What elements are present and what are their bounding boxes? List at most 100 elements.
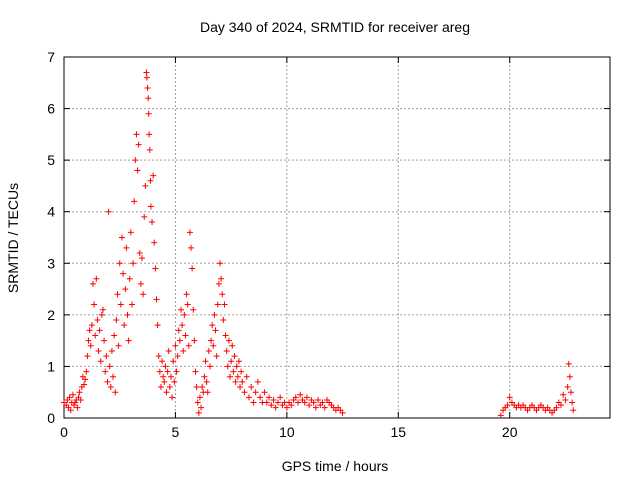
- data-point: [76, 389, 83, 396]
- data-point: [221, 301, 228, 308]
- data-point: [319, 399, 326, 406]
- data-point: [199, 384, 206, 391]
- data-point: [178, 306, 184, 313]
- data-point: [245, 394, 252, 401]
- data-point: [310, 399, 317, 406]
- data-point: [165, 347, 172, 354]
- data-point: [562, 396, 569, 403]
- data-point: [107, 384, 114, 391]
- data-point: [560, 391, 567, 398]
- data-point: [237, 384, 244, 391]
- data-point: [112, 389, 119, 396]
- data-point: [557, 402, 564, 409]
- data-point: [67, 407, 74, 414]
- data-point: [189, 265, 196, 272]
- data-point: [97, 358, 104, 365]
- plot-frame: [63, 56, 611, 419]
- data-point: [100, 306, 106, 313]
- data-point: [568, 389, 574, 396]
- data-point: [283, 404, 290, 411]
- data-point: [121, 322, 128, 329]
- x-tick-label: 15: [390, 424, 406, 440]
- data-point: [142, 182, 149, 189]
- data-point: [93, 275, 100, 282]
- data-point: [163, 389, 170, 396]
- data-point: [144, 84, 151, 91]
- data-point: [188, 244, 195, 251]
- data-point: [295, 399, 301, 406]
- data-point: [117, 301, 124, 308]
- data-point: [173, 368, 180, 375]
- data-point: [123, 244, 130, 251]
- data-point: [166, 384, 173, 391]
- data-point: [201, 373, 208, 380]
- data-point: [222, 332, 229, 339]
- y-tick-label: 1: [47, 358, 55, 374]
- data-point: [235, 358, 242, 365]
- data-point: [136, 249, 143, 256]
- data-point: [202, 358, 209, 365]
- data-point: [115, 342, 122, 349]
- data-point: [213, 353, 220, 360]
- data-point: [88, 322, 95, 329]
- data-point: [124, 311, 131, 318]
- y-tick-label: 2: [47, 307, 55, 323]
- y-tick-label: 3: [47, 255, 55, 271]
- data-point: [506, 394, 513, 401]
- data-point: [95, 347, 102, 354]
- data-point: [77, 396, 84, 403]
- data-point: [150, 172, 157, 179]
- data-point: [229, 342, 236, 349]
- data-point: [128, 301, 135, 308]
- data-point: [301, 399, 308, 406]
- data-point: [134, 167, 141, 174]
- data-point: [152, 265, 159, 272]
- data-point: [155, 353, 162, 360]
- y-axis-label: SRMTID / TECUs: [5, 183, 21, 293]
- data-point: [194, 399, 201, 406]
- data-point: [74, 404, 81, 411]
- data-point: [228, 358, 235, 365]
- data-point: [266, 394, 273, 401]
- data-point: [272, 404, 279, 411]
- data-point: [164, 368, 171, 375]
- data-point: [190, 306, 197, 313]
- data-point: [91, 301, 98, 308]
- data-point: [143, 74, 150, 81]
- data-point: [315, 396, 322, 403]
- data-point: [270, 396, 277, 403]
- data-point: [81, 381, 88, 388]
- data-point: [131, 198, 138, 205]
- data-point: [196, 394, 203, 401]
- data-point: [288, 402, 295, 409]
- data-point: [153, 296, 160, 303]
- data-point: [303, 394, 310, 401]
- data-point: [86, 327, 93, 334]
- data-point: [553, 404, 560, 411]
- y-tick-label: 5: [47, 152, 55, 168]
- data-point: [92, 332, 99, 339]
- data-point: [110, 373, 117, 380]
- data-point: [212, 327, 219, 334]
- data-point: [186, 229, 193, 236]
- data-point: [106, 363, 113, 370]
- data-point: [243, 373, 250, 380]
- data-point: [263, 399, 270, 406]
- data-point: [504, 402, 511, 409]
- data-point: [205, 347, 212, 354]
- grid: [64, 57, 610, 418]
- data-point: [225, 337, 232, 344]
- data-point: [83, 368, 90, 375]
- data-point: [102, 368, 109, 375]
- data-point: [103, 353, 110, 360]
- data-point: [238, 368, 245, 375]
- data-point: [497, 412, 504, 419]
- data-point: [252, 389, 259, 396]
- x-tick-label: 20: [502, 424, 518, 440]
- data-point: [151, 239, 158, 246]
- data-point: [108, 347, 115, 354]
- data-point: [170, 358, 177, 365]
- data-point: [565, 360, 572, 367]
- data-point: [101, 337, 108, 344]
- data-point: [169, 394, 176, 401]
